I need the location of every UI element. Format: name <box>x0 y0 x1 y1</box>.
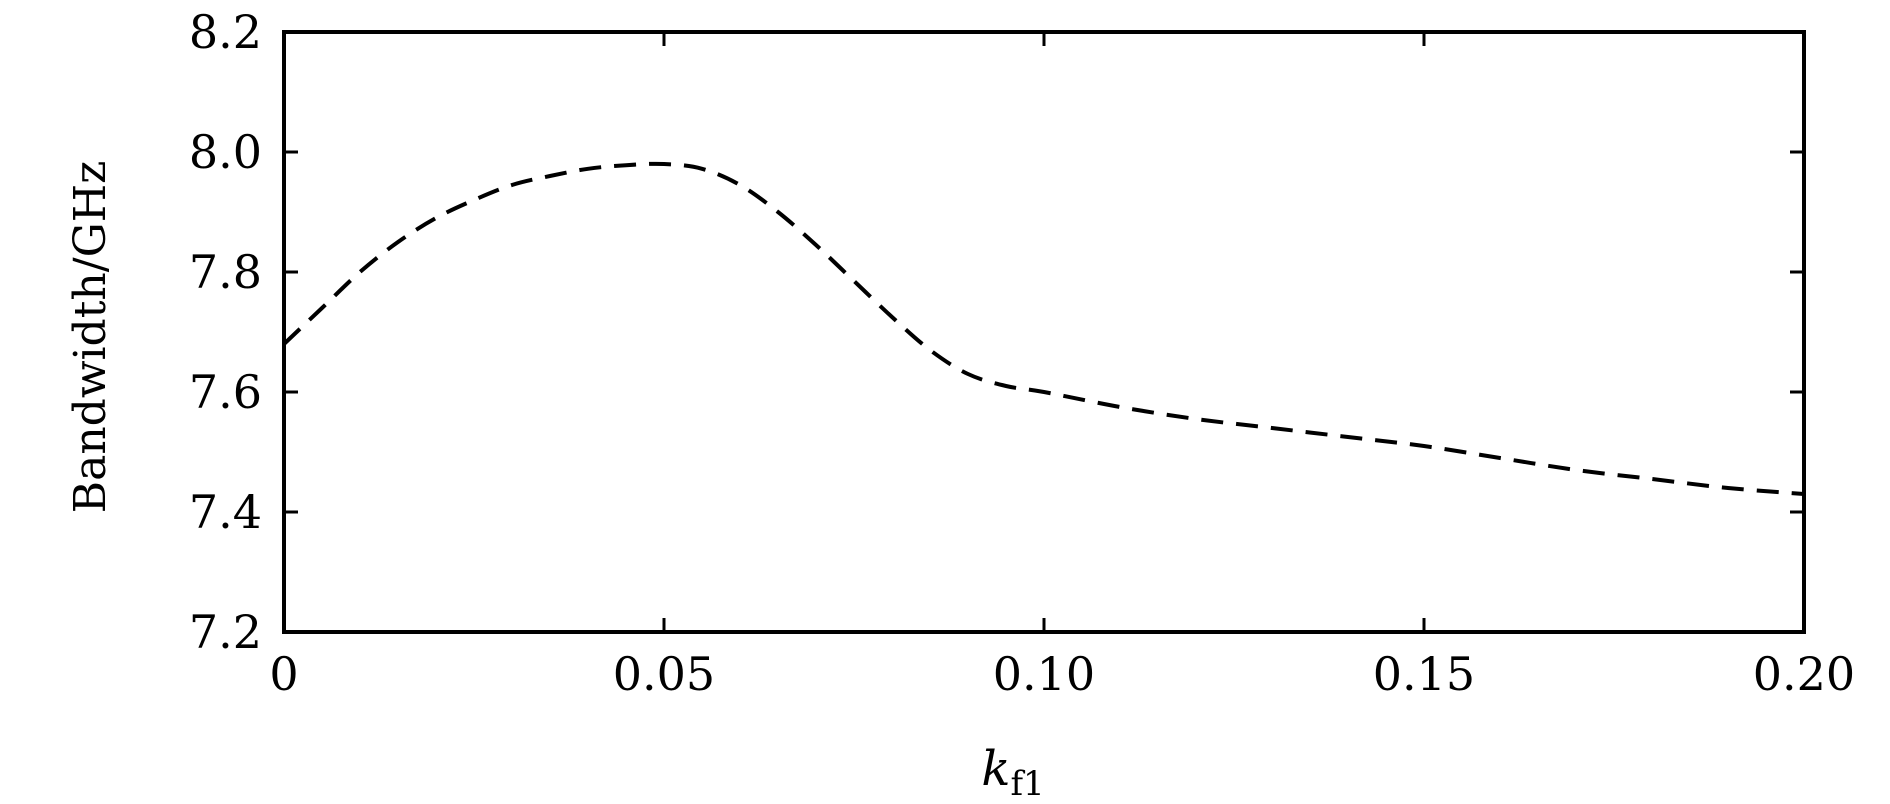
plot-area: 0 0.05 0.10 0.15 0.20 7.2 7.4 7.6 7.8 8.0 8.2 <box>189 5 1855 701</box>
x-axis-title: kf1 <box>981 741 1044 804</box>
y-tick-label: 7.4 <box>189 485 262 539</box>
x-axis-title-subscript: f1 <box>1010 764 1044 804</box>
x-tick-label: 0 <box>269 647 298 701</box>
y-tick-label: 7.6 <box>189 365 262 419</box>
x-tick-label: 0.15 <box>1373 647 1475 701</box>
series-line-0 <box>282 161 1805 496</box>
y-tick-label: 7.2 <box>189 605 262 659</box>
y-axis-title: Bandwidth/GHz <box>65 161 116 514</box>
x-tick-label: 0.10 <box>993 647 1095 701</box>
x-tick-label: 0.05 <box>613 647 715 701</box>
x-tick-label: 0.20 <box>1753 647 1855 701</box>
y-tick-label: 7.8 <box>189 245 262 299</box>
plot-frame <box>282 30 1806 634</box>
y-tick-label: 8.2 <box>189 5 262 59</box>
x-axis-title-main: k <box>981 741 1010 797</box>
y-tick-label: 8.0 <box>189 125 262 179</box>
